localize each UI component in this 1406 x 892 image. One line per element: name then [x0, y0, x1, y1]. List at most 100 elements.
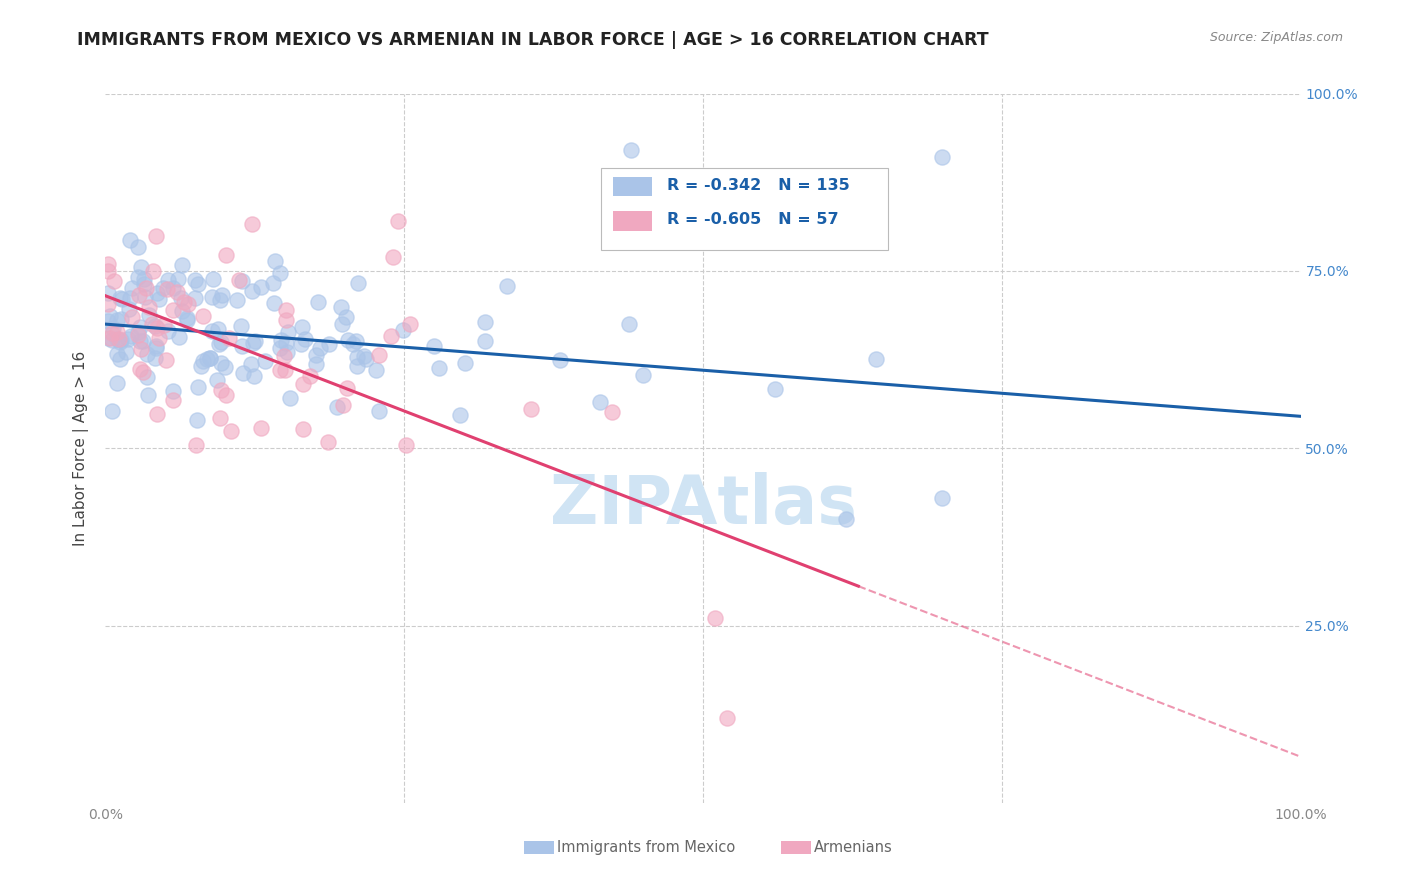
Point [127, 328, 149, 343]
Point [120, 328, 142, 343]
Point [135, 347, 157, 361]
Point [105, 346, 128, 360]
Point [118, 302, 141, 317]
Point [121, 281, 143, 295]
Point [110, 311, 132, 326]
Point [115, 345, 138, 359]
Text: IMMIGRANTS FROM MEXICO VS ARMENIAN IN LABOR FORCE | AGE > 16 CORRELATION CHART: IMMIGRANTS FROM MEXICO VS ARMENIAN IN LA… [77, 31, 988, 49]
Point [399, 318, 422, 332]
Text: Immigrants from Mexico: Immigrants from Mexico [557, 840, 735, 855]
Point [105, 376, 128, 390]
Point [145, 228, 167, 243]
Point [136, 388, 159, 402]
Point [931, 151, 953, 165]
Point [367, 403, 389, 417]
Point [219, 424, 242, 438]
Point [142, 264, 165, 278]
Point [193, 310, 215, 324]
Point [134, 290, 156, 304]
Point [291, 320, 314, 334]
Text: R = -0.342   N = 135: R = -0.342 N = 135 [666, 178, 849, 193]
Point [190, 359, 212, 373]
Point [105, 326, 128, 340]
Point [170, 291, 193, 305]
Point [208, 411, 231, 425]
Text: Armenians: Armenians [814, 840, 893, 855]
Point [108, 291, 131, 305]
Point [157, 324, 180, 338]
Point [127, 325, 149, 339]
Point [108, 333, 131, 347]
Point [162, 392, 184, 407]
Point [118, 291, 141, 305]
Point [330, 300, 353, 314]
Point [135, 281, 157, 295]
Point [337, 333, 360, 347]
Point [97, 257, 120, 271]
Point [172, 304, 194, 318]
Point [209, 384, 232, 398]
Point [602, 405, 624, 419]
Point [209, 334, 232, 349]
Point [270, 333, 292, 347]
Point [138, 308, 160, 322]
Point [143, 319, 166, 334]
Point [97, 313, 120, 327]
Point [166, 271, 188, 285]
Point [209, 356, 232, 370]
Point [344, 334, 367, 348]
Point [427, 360, 450, 375]
Point [155, 352, 177, 367]
Point [422, 339, 444, 353]
Point [346, 359, 368, 373]
Point [392, 323, 415, 337]
Point [294, 332, 316, 346]
Point [290, 336, 312, 351]
Point [353, 350, 375, 364]
Point [245, 334, 267, 348]
Point [330, 317, 353, 331]
Point [128, 334, 150, 349]
Point [145, 342, 167, 356]
Point [449, 409, 471, 423]
Point [148, 292, 170, 306]
Point [162, 281, 184, 295]
Point [474, 334, 496, 349]
Point [195, 351, 218, 366]
Point [201, 272, 224, 286]
Point [269, 363, 291, 377]
Point [176, 297, 198, 311]
Point [111, 292, 134, 306]
Point [262, 277, 284, 291]
Point [136, 370, 159, 384]
Point [101, 334, 124, 348]
Point [620, 144, 643, 158]
Point [186, 413, 208, 427]
Point [162, 303, 184, 318]
FancyBboxPatch shape [524, 841, 554, 854]
Point [716, 711, 738, 725]
Point [631, 368, 654, 383]
Point [346, 350, 368, 364]
Point [336, 381, 359, 395]
Point [474, 315, 496, 329]
Point [108, 334, 131, 349]
Point [274, 313, 297, 327]
Point [101, 321, 124, 335]
Point [273, 349, 295, 363]
Point [215, 247, 238, 261]
Point [214, 359, 236, 374]
Point [305, 348, 328, 362]
Point [141, 317, 163, 331]
Point [380, 328, 402, 343]
Point [108, 351, 131, 366]
Point [97, 264, 120, 278]
Point [269, 266, 291, 280]
Point [332, 398, 354, 412]
Point [207, 322, 229, 336]
Point [342, 337, 364, 351]
Point [242, 217, 264, 231]
Point [269, 341, 291, 355]
Point [242, 336, 264, 351]
Point [276, 303, 298, 318]
